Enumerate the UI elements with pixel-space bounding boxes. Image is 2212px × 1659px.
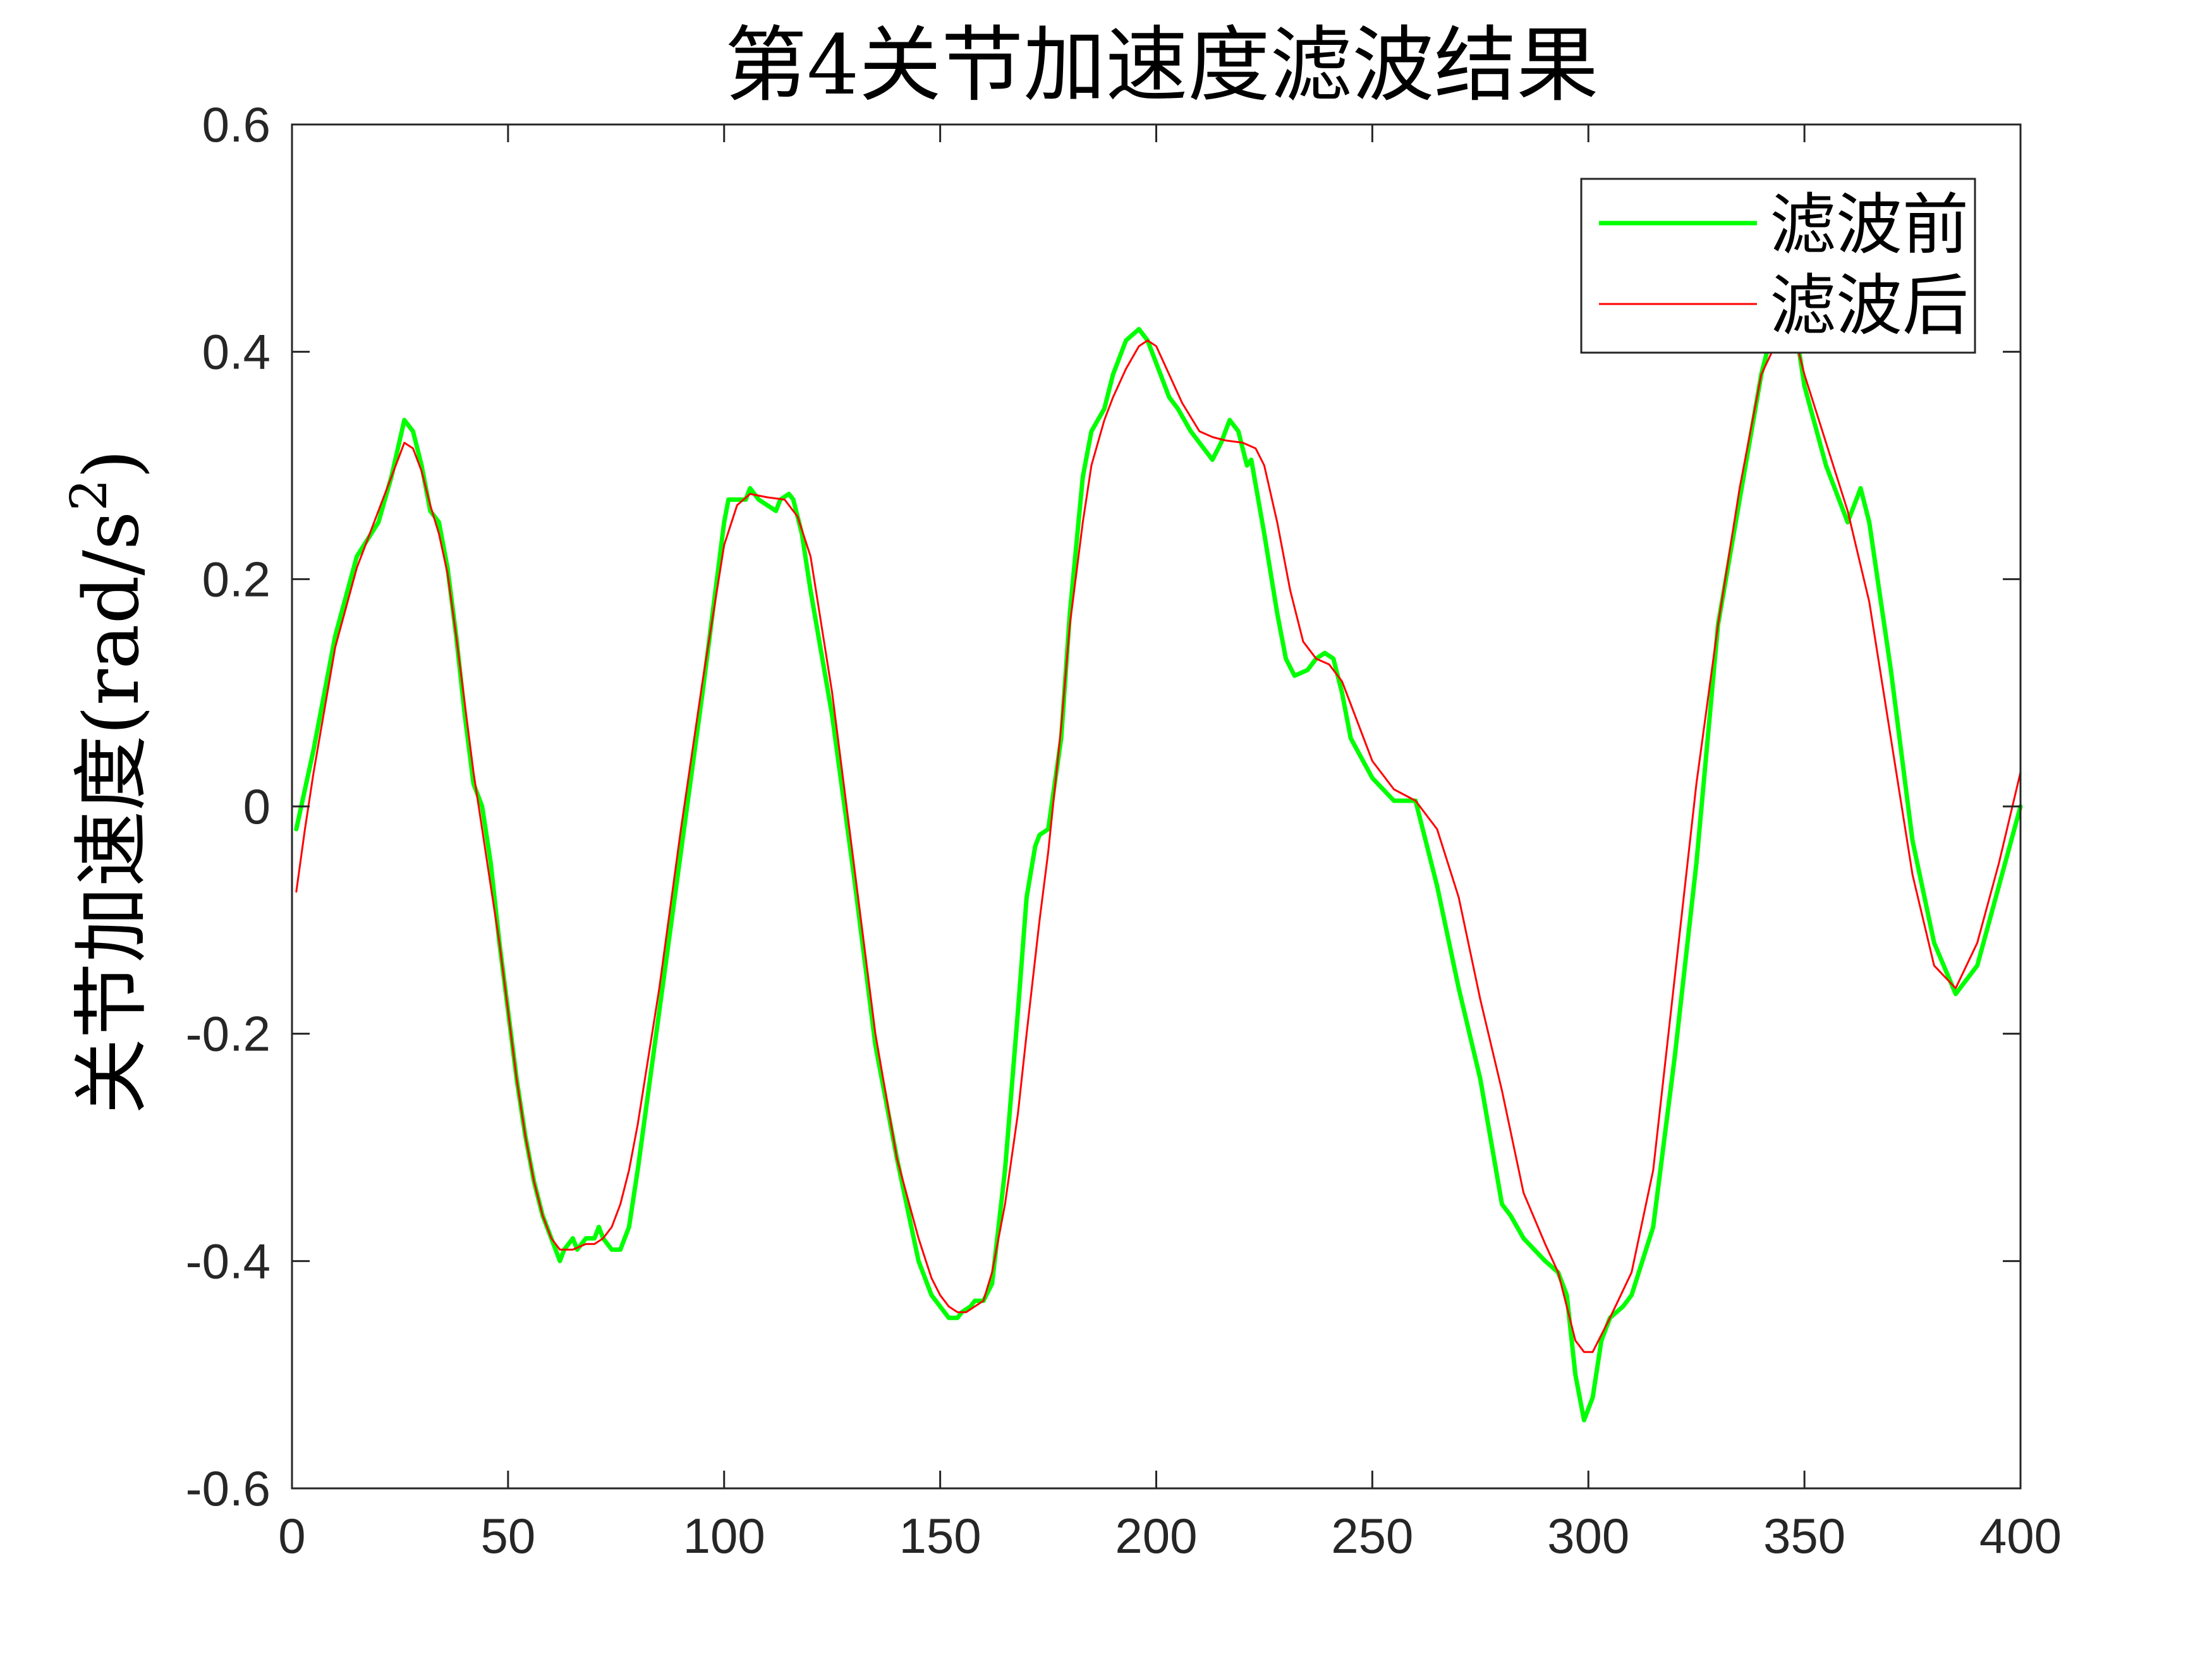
y-tick-label: -0.2 [186,1006,270,1062]
y-axis-label-exponent: 2 [59,479,118,511]
chart-title: 第4关节加速度滤波结果 [725,17,1599,113]
axes-box [291,123,2022,1490]
x-tick-label: 200 [1115,1508,1197,1564]
x-tick-label: 150 [899,1508,981,1564]
x-tick-label: 0 [278,1508,305,1564]
y-axis-label-unit: (rad/s [68,511,156,736]
legend-label-after-filter: 滤波后 [1770,267,1969,344]
y-tick-label: 0.6 [202,97,270,152]
legend: 滤波前 滤波后 [1580,178,1976,354]
y-axis-label: 关节加速度(rad/s2) [59,449,156,1114]
x-tick-label: 400 [1979,1508,2062,1564]
y-tick-label: 0.2 [202,551,270,607]
x-tick-label: 300 [1547,1508,1629,1564]
x-tick-label: 250 [1331,1508,1413,1564]
series-line-0 [294,304,2023,1423]
y-tick-label: -0.6 [186,1461,270,1516]
y-tick-label: -0.4 [186,1233,270,1289]
y-tick-label: 0.4 [202,324,270,380]
y-axis-label-text: 关节加速度 [68,735,156,1114]
legend-box [1580,178,1976,354]
axis-tick-labels-layer: 0 50 100 150 200 250 300 350 400 -0.6 -0.4 -0.2 0 0.2… [186,97,2062,1564]
plot-series-layer [294,304,2023,1423]
series-line-1 [295,328,2022,1353]
y-tick-label: 0 [243,779,270,834]
y-axis-label-close: ) [68,449,156,479]
legend-label-before-filter: 滤波前 [1770,186,1969,264]
x-tick-label: 100 [683,1508,765,1564]
x-tick-label: 350 [1763,1508,1845,1564]
x-tick-label: 50 [480,1508,535,1564]
